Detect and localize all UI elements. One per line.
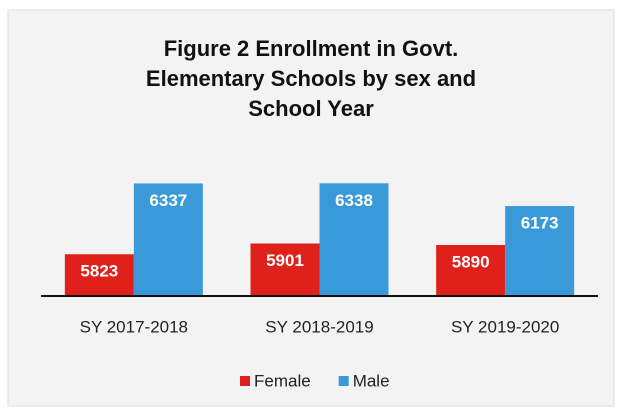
data-label: 5901 [266,251,304,270]
data-label: 5890 [452,253,490,272]
bar [133,183,203,296]
x-tick-label: SY 2018-2019 [265,317,373,336]
x-tick-label: SY 2017-2018 [80,317,188,336]
bar [64,254,134,296]
legend-swatch [338,376,349,386]
legend-label: Male [353,371,390,390]
data-label: 5823 [80,262,118,281]
bar [250,243,320,296]
legend-label: Female [254,371,311,390]
data-label: 6338 [335,191,373,210]
chart-title: Figure 2 Enrollment in Govt. Elementary … [145,36,477,121]
x-tick-label: SY 2019-2020 [451,317,559,336]
data-label: 6173 [521,214,559,233]
data-label: 6337 [149,191,187,210]
bar [319,183,389,296]
bar [505,206,575,296]
bar [436,245,506,296]
legend-swatch [240,376,250,386]
